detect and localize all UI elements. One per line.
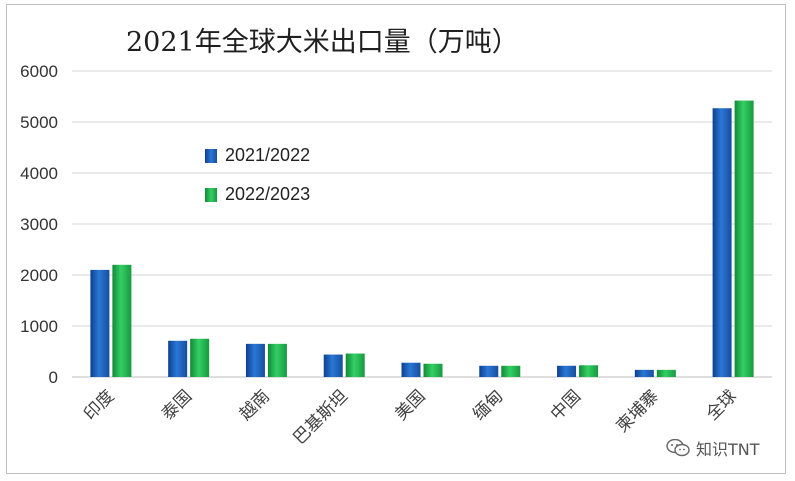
bar-series2: [501, 365, 521, 377]
y-tick-label: 4000: [20, 164, 58, 183]
x-tick-label: 全球: [702, 386, 740, 424]
bar-series2: [112, 264, 132, 377]
bar-series1: [401, 362, 421, 377]
bar-series2: [267, 343, 287, 377]
bar-series1: [90, 269, 110, 377]
y-tick-label: 1000: [20, 317, 58, 336]
x-tick-label: 巴基斯坦: [290, 386, 352, 448]
x-tick-label: 越南: [236, 386, 274, 424]
x-tick-labels: 印度 泰国 越南 巴基斯坦 美国 缅甸 中国 柬埔寨 全球: [80, 386, 740, 448]
bar-series1: [245, 343, 265, 377]
bar-series1: [634, 369, 654, 377]
y-tick-labels: 0 1000 2000 3000 4000 5000 6000: [20, 62, 58, 387]
chart-title: 2021年全球大米出口量（万吨）: [126, 27, 519, 58]
grid-lines: [72, 70, 772, 327]
bar-series2: [345, 353, 365, 377]
legend-item-2021-2022: 2021/2022: [205, 145, 310, 166]
bar-series2: [579, 365, 599, 377]
y-tick-label: 6000: [20, 62, 58, 81]
bar-series2: [734, 100, 754, 377]
legend-item-2022-2023: 2022/2023: [205, 184, 310, 205]
watermark-text: 知识TNT: [696, 440, 760, 459]
bar-series2: [656, 369, 676, 377]
x-tick-label: 缅甸: [469, 386, 507, 424]
legend-label: 2021/2022: [225, 145, 311, 165]
bar-series1: [557, 365, 577, 377]
bar-series1: [479, 365, 499, 377]
legend-swatch-green: [205, 187, 217, 202]
x-tick-label: 泰国: [158, 386, 196, 424]
y-tick-label: 3000: [20, 215, 58, 234]
bar-series2: [423, 363, 443, 377]
wechat-icon: [666, 439, 690, 457]
x-tick-label: 美国: [391, 386, 429, 424]
bar-series1: [712, 108, 732, 377]
bar-series1: [323, 354, 343, 377]
y-tick-label: 0: [49, 368, 58, 387]
legend-label: 2022/2023: [225, 184, 311, 204]
legend-swatch-blue: [205, 148, 217, 163]
x-tick-label: 柬埔寨: [613, 386, 663, 436]
bar-series1: [168, 340, 188, 377]
bar-series2: [190, 338, 210, 377]
x-tick-label: 中国: [547, 386, 585, 424]
bars: [90, 100, 754, 377]
chart-frame: [6, 4, 786, 474]
y-tick-label: 5000: [20, 113, 58, 132]
x-tick-label: 印度: [80, 386, 118, 424]
y-tick-label: 2000: [20, 266, 58, 285]
watermark: 知识TNT: [666, 436, 760, 460]
